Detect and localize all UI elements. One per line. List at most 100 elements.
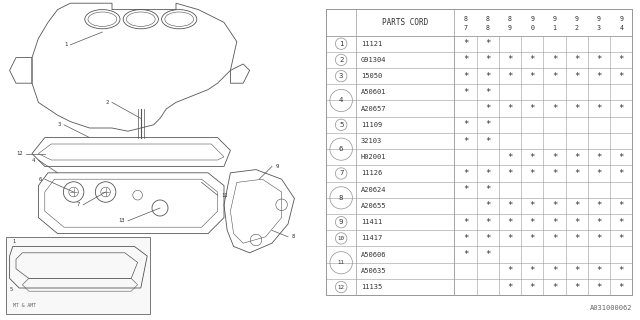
Text: *: * xyxy=(552,169,557,178)
Text: *: * xyxy=(485,169,490,178)
Text: *: * xyxy=(619,104,624,113)
Text: 3: 3 xyxy=(339,73,343,79)
Text: 5: 5 xyxy=(339,122,343,128)
Text: 32103: 32103 xyxy=(361,138,382,144)
Text: 4: 4 xyxy=(339,98,343,103)
Text: *: * xyxy=(552,201,557,211)
Text: *: * xyxy=(619,55,624,64)
Text: 9: 9 xyxy=(339,219,343,225)
Text: *: * xyxy=(463,55,468,64)
Text: *: * xyxy=(463,169,468,178)
Text: 3: 3 xyxy=(58,122,61,127)
Text: *: * xyxy=(485,185,490,194)
Text: 11109: 11109 xyxy=(361,122,382,128)
Text: *: * xyxy=(574,104,579,113)
Text: *: * xyxy=(463,250,468,259)
Text: *: * xyxy=(596,218,602,227)
Text: 5: 5 xyxy=(10,287,13,292)
Text: *: * xyxy=(508,234,513,243)
Text: *: * xyxy=(485,218,490,227)
Text: 8: 8 xyxy=(339,195,343,201)
Text: 6: 6 xyxy=(339,146,343,152)
Text: *: * xyxy=(619,266,624,275)
Text: 13: 13 xyxy=(118,218,125,223)
Text: 2: 2 xyxy=(106,100,109,105)
Text: *: * xyxy=(485,234,490,243)
Text: 10: 10 xyxy=(338,236,345,241)
Text: G91304: G91304 xyxy=(361,57,386,63)
Text: *: * xyxy=(552,104,557,113)
Text: *: * xyxy=(529,283,535,292)
Text: *: * xyxy=(574,234,579,243)
Text: *: * xyxy=(529,153,535,162)
Text: *: * xyxy=(619,169,624,178)
Text: *: * xyxy=(508,201,513,211)
Text: *: * xyxy=(485,250,490,259)
Text: 9: 9 xyxy=(552,16,557,22)
Text: 11: 11 xyxy=(221,193,227,198)
Text: *: * xyxy=(552,266,557,275)
Text: 8: 8 xyxy=(463,16,467,22)
Text: A50601: A50601 xyxy=(361,89,386,95)
Text: *: * xyxy=(552,72,557,81)
Bar xyxy=(6,237,150,314)
Text: A20655: A20655 xyxy=(361,203,386,209)
Text: A50606: A50606 xyxy=(361,252,386,258)
Text: *: * xyxy=(574,218,579,227)
Text: 1: 1 xyxy=(339,41,343,47)
Text: *: * xyxy=(574,201,579,211)
Text: *: * xyxy=(596,283,602,292)
Text: 2: 2 xyxy=(339,57,343,63)
Text: *: * xyxy=(596,72,602,81)
Text: 0: 0 xyxy=(531,25,534,31)
Text: 9: 9 xyxy=(597,16,601,22)
Text: *: * xyxy=(552,218,557,227)
Text: 2: 2 xyxy=(575,25,579,31)
Text: 1: 1 xyxy=(552,25,557,31)
Text: *: * xyxy=(619,283,624,292)
Text: H02001: H02001 xyxy=(361,154,386,160)
Text: *: * xyxy=(463,72,468,81)
Text: *: * xyxy=(508,72,513,81)
Text: 7: 7 xyxy=(77,202,80,207)
Text: *: * xyxy=(485,137,490,146)
Text: *: * xyxy=(596,234,602,243)
Text: *: * xyxy=(508,55,513,64)
Text: *: * xyxy=(552,55,557,64)
Text: 9: 9 xyxy=(275,164,278,169)
Text: *: * xyxy=(574,55,579,64)
Text: *: * xyxy=(574,266,579,275)
Text: *: * xyxy=(529,201,535,211)
Text: *: * xyxy=(529,266,535,275)
Text: 11126: 11126 xyxy=(361,171,382,177)
Text: *: * xyxy=(485,88,490,97)
Text: 11411: 11411 xyxy=(361,219,382,225)
Text: 8: 8 xyxy=(291,234,294,239)
Text: *: * xyxy=(485,120,490,129)
Text: 1: 1 xyxy=(13,239,16,244)
Text: *: * xyxy=(463,88,468,97)
Text: *: * xyxy=(485,104,490,113)
Text: 11135: 11135 xyxy=(361,284,382,290)
Text: PARTS CORD: PARTS CORD xyxy=(382,18,428,27)
Text: *: * xyxy=(596,104,602,113)
Text: *: * xyxy=(485,55,490,64)
Text: 9: 9 xyxy=(620,16,623,22)
Text: *: * xyxy=(619,234,624,243)
Text: *: * xyxy=(529,218,535,227)
Text: *: * xyxy=(574,169,579,178)
Text: 6: 6 xyxy=(38,177,42,182)
Text: *: * xyxy=(596,169,602,178)
Text: A50635: A50635 xyxy=(361,268,386,274)
Text: *: * xyxy=(529,169,535,178)
Text: A20624: A20624 xyxy=(361,187,386,193)
Text: 7: 7 xyxy=(339,171,343,177)
Text: 11: 11 xyxy=(338,260,345,265)
Text: 4: 4 xyxy=(620,25,623,31)
Text: *: * xyxy=(463,185,468,194)
Text: MT & AMT: MT & AMT xyxy=(13,303,36,308)
Text: 9: 9 xyxy=(531,16,534,22)
Text: *: * xyxy=(574,283,579,292)
Text: *: * xyxy=(596,153,602,162)
Text: *: * xyxy=(529,72,535,81)
